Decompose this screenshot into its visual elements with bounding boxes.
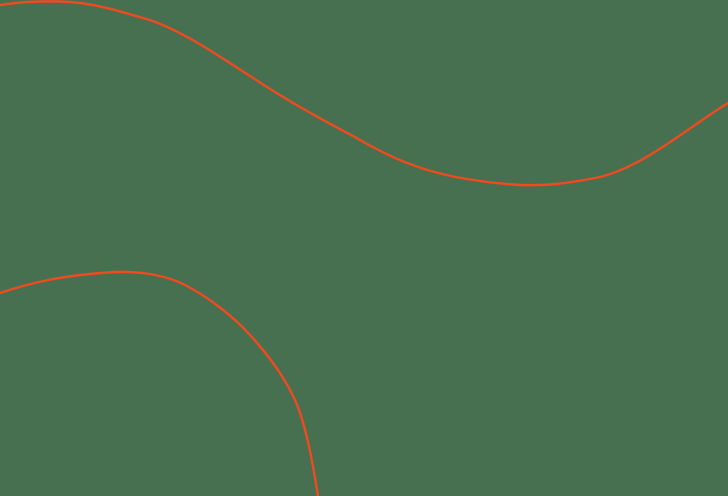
curve-upper-wave <box>0 0 728 187</box>
curve-lower-arc <box>0 270 320 496</box>
